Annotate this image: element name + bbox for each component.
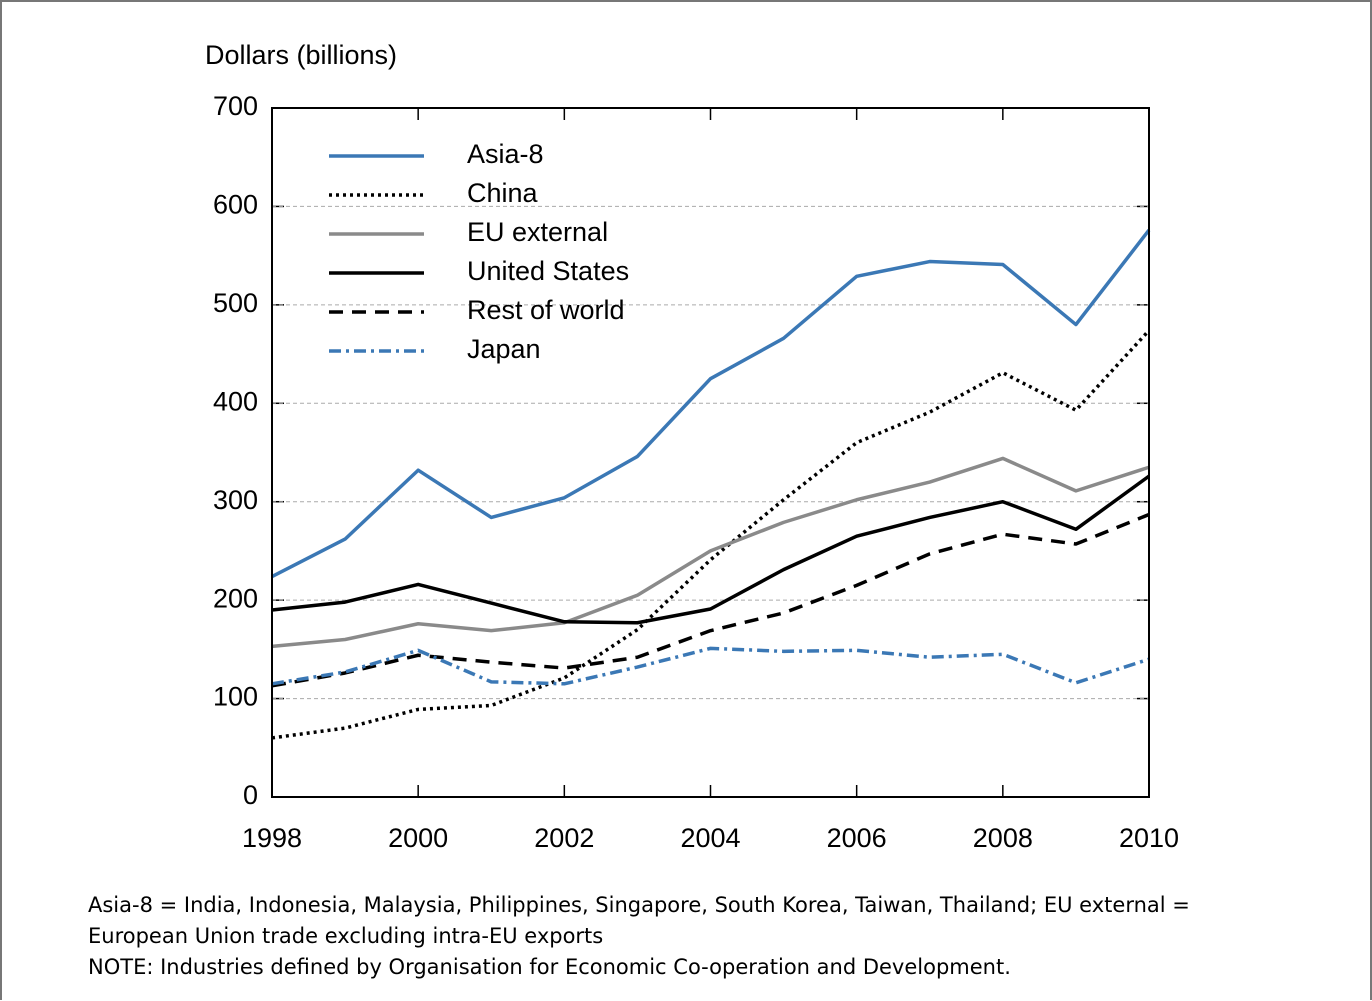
x-tick-label: 2006 [827, 823, 887, 853]
y-tick-label: 200 [213, 583, 258, 613]
y-tick-label: 500 [213, 288, 258, 318]
x-tick-label: 2000 [388, 823, 448, 853]
x-tick-label: 2004 [680, 823, 740, 853]
note: NOTE: Industries defined by Organisation… [88, 955, 1011, 979]
y-tick-label: 100 [213, 682, 258, 712]
series-line [271, 329, 1151, 740]
y-tick-label: 600 [213, 190, 258, 220]
plot-frame [271, 107, 1150, 798]
chart: Dollars (billions) 0 100 200 300 400 500 600 70… [205, 40, 1179, 853]
y-tick-label: 700 [213, 91, 258, 121]
series-line [271, 456, 1150, 649]
x-tick-label: 2008 [973, 823, 1033, 853]
legend-label: EU external [467, 217, 608, 247]
series-line [271, 512, 1150, 688]
series-line [271, 646, 1150, 686]
y-tick-label: 0 [243, 780, 258, 810]
x-tick-label: 2002 [534, 823, 594, 853]
series-line [271, 228, 1151, 579]
x-tick-label: 1998 [242, 823, 302, 853]
y-axis-label: Dollars (billions) [205, 40, 397, 70]
series-line [271, 474, 1151, 625]
legend-label: Japan [467, 334, 541, 364]
x-tick-label: 2010 [1119, 823, 1179, 853]
y-tick-label: 300 [213, 485, 258, 515]
notes: Asia-8 = India, Indonesia, Malaysia, Phi… [88, 890, 1190, 983]
note: Asia-8 = India, Indonesia, Malaysia, Phi… [88, 893, 1190, 917]
y-tick-label: 400 [213, 386, 258, 416]
legend-label: Asia-8 [467, 139, 544, 169]
note: European Union trade excluding intra-EU … [88, 924, 604, 948]
legend-label: United States [467, 256, 629, 286]
legend-label: China [467, 178, 539, 208]
legend-label: Rest of world [467, 295, 625, 325]
